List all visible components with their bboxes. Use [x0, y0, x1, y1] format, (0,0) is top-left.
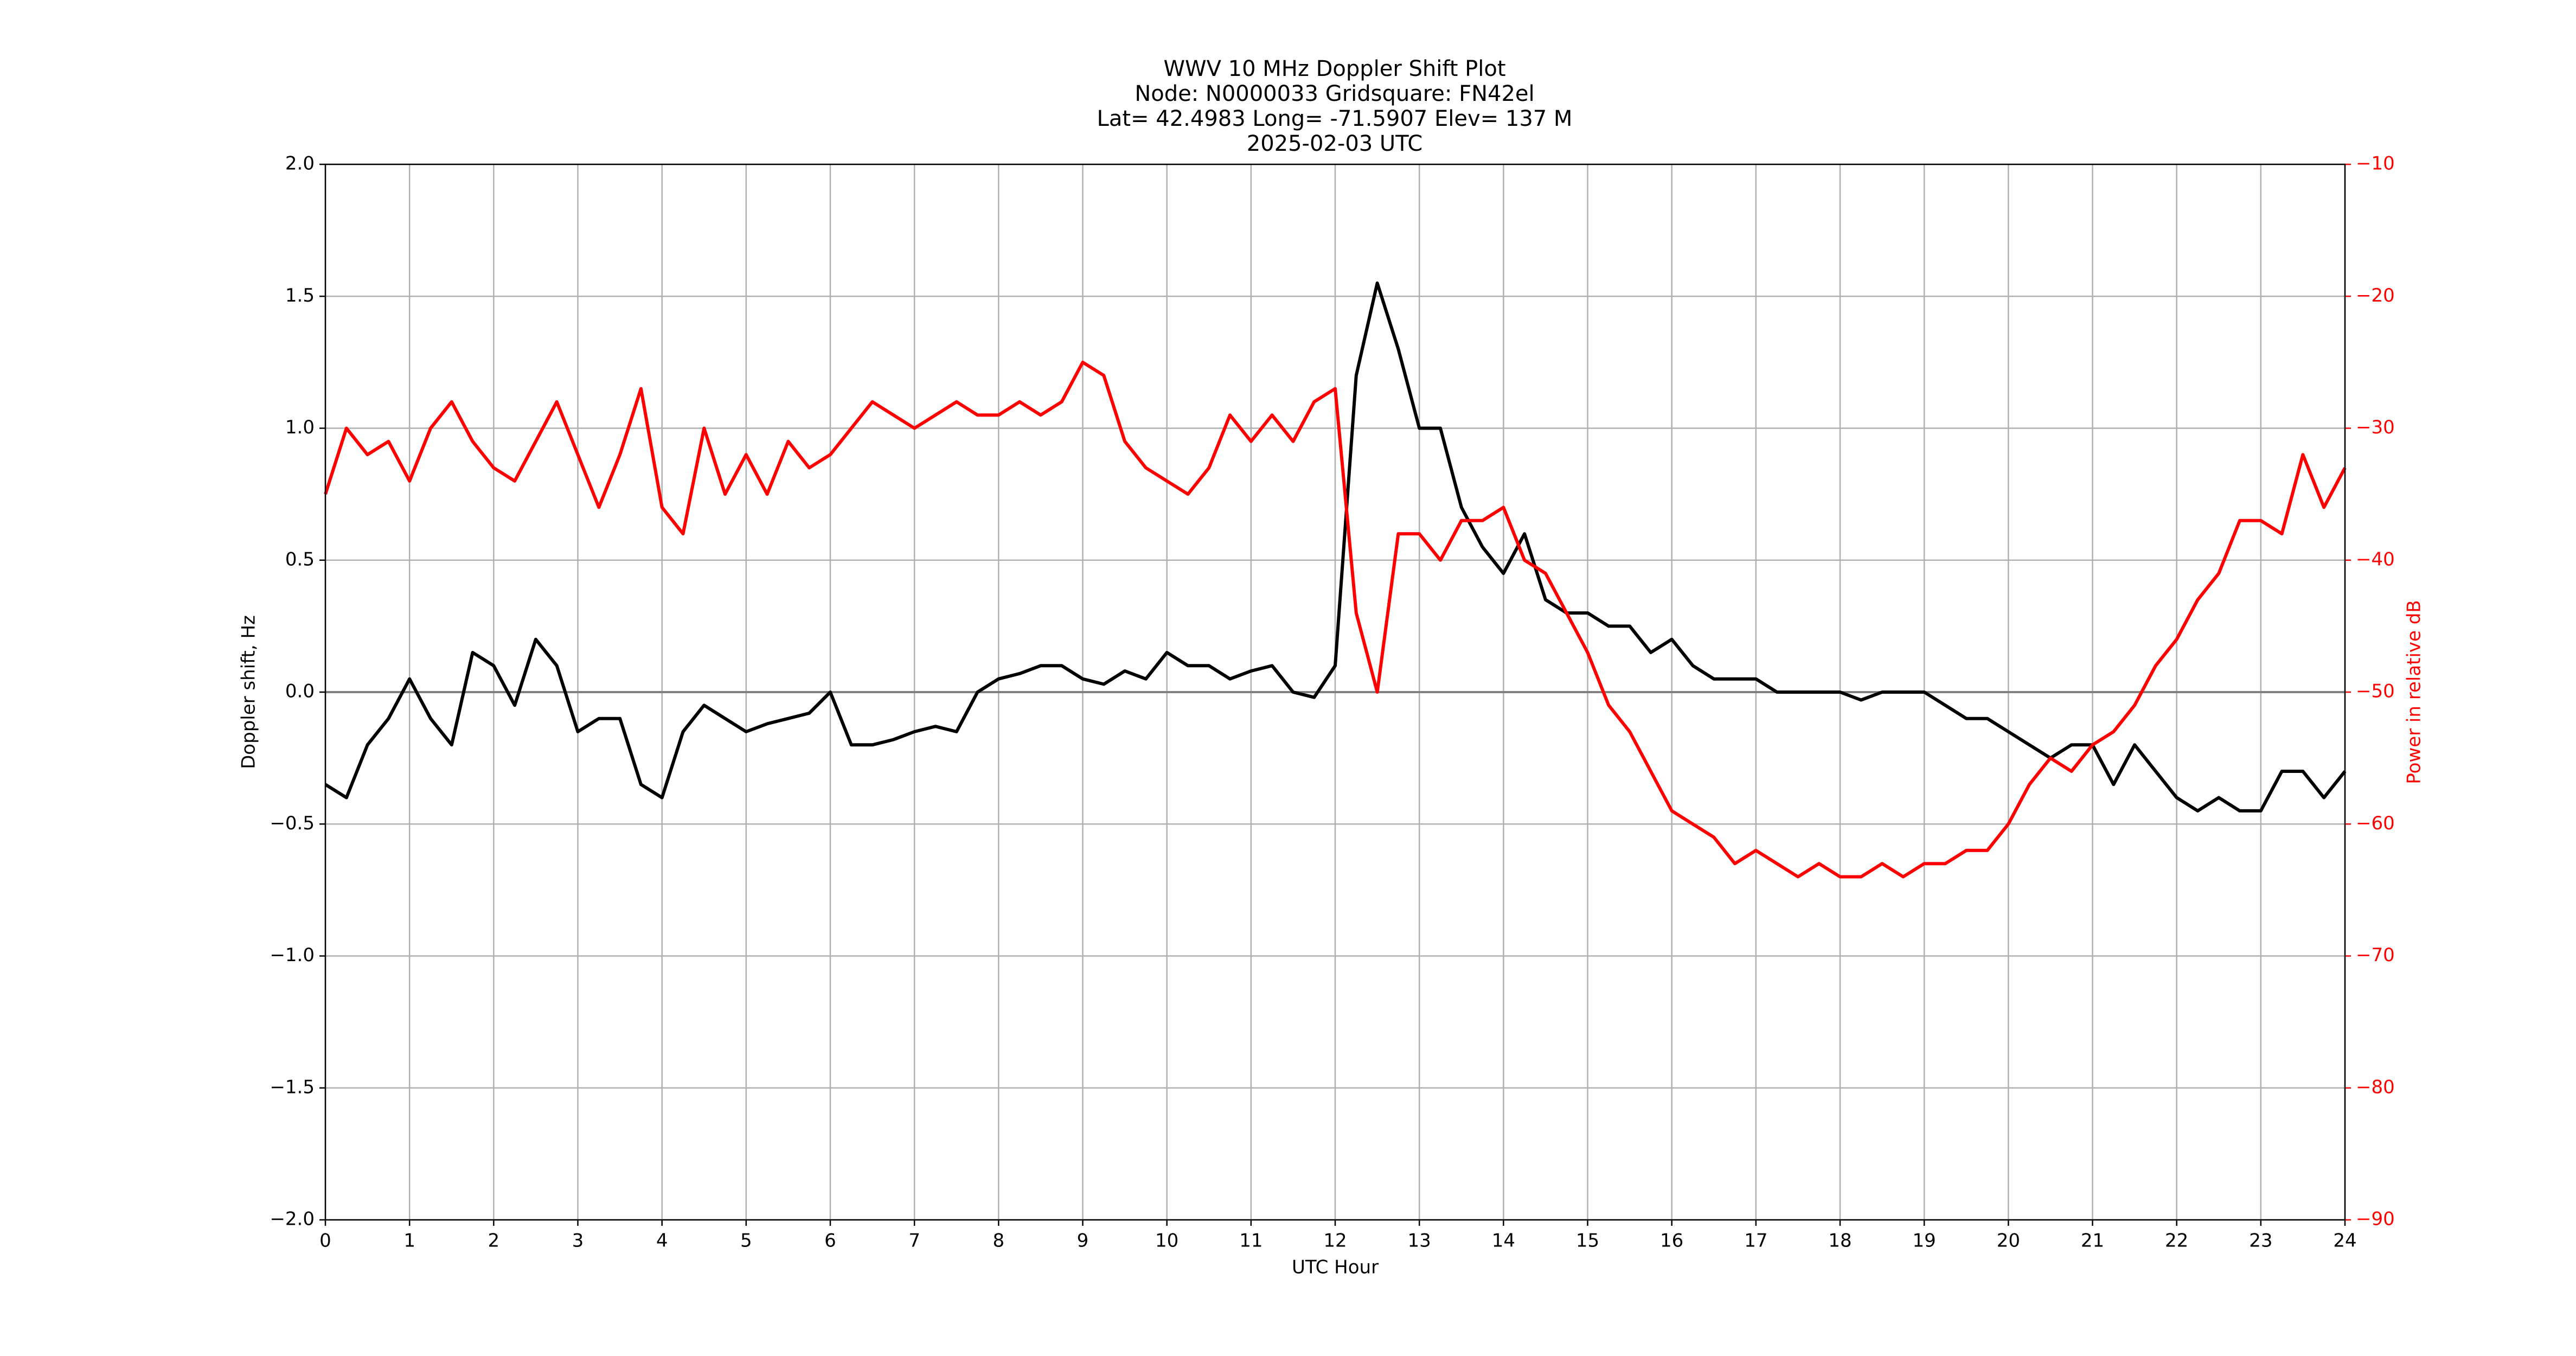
x-tick-label: 17	[1744, 1230, 1767, 1252]
x-tick-label: 10	[1155, 1230, 1178, 1252]
x-tick-label: 8	[993, 1230, 1005, 1252]
x-tick-label: 22	[2165, 1230, 2188, 1252]
chart-title: Node: N0000033 Gridsquare: FN42el	[1135, 81, 1534, 106]
y-axis-label: Doppler shift, Hz	[238, 615, 260, 769]
y-tick-label: −2.0	[270, 1208, 315, 1230]
y-tick-label: 1.0	[285, 417, 315, 438]
plot-frame	[324, 163, 2346, 1221]
series-line	[324, 281, 2347, 813]
chart-title: WWV 10 MHz Doppler Shift Plot	[1163, 56, 1505, 81]
x-tick-label: 6	[824, 1230, 836, 1252]
y2-tick-label: −60	[2356, 813, 2395, 834]
x-tick-label: 9	[1077, 1230, 1089, 1252]
x-tick-label: 3	[572, 1230, 584, 1252]
x-tick-label: 24	[2333, 1230, 2356, 1252]
x-tick-label: 12	[1323, 1230, 1347, 1252]
x-tick-label: 13	[1408, 1230, 1431, 1252]
y2-tick-label: −70	[2356, 944, 2395, 966]
y-tick-label: −0.5	[270, 813, 315, 834]
y2-tick-label: −90	[2356, 1208, 2395, 1230]
x-tick-label: 5	[740, 1230, 752, 1252]
x-tick-label: 15	[1576, 1230, 1599, 1252]
x-tick-label: 21	[2081, 1230, 2104, 1252]
y2-tick-label: −20	[2356, 285, 2395, 306]
x-tick-label: 2	[488, 1230, 500, 1252]
y2-tick-label: −50	[2356, 681, 2395, 702]
y2-tick-label: −30	[2356, 417, 2395, 438]
x-tick-label: 11	[1239, 1230, 1263, 1252]
y-tick-label: 0.5	[285, 548, 315, 570]
series-line	[324, 360, 2347, 879]
y-tick-label: −1.5	[270, 1076, 315, 1098]
x-tick-label: 18	[1828, 1230, 1851, 1252]
x-tick-label: 23	[2249, 1230, 2272, 1252]
y2-axis-label: Power in relative dB	[2404, 600, 2425, 784]
y-tick-label: 1.5	[285, 285, 315, 306]
y2-tick-label: −40	[2356, 548, 2395, 570]
x-tick-label: 19	[1913, 1230, 1936, 1252]
y-tick-label: 0.0	[285, 681, 315, 702]
chart-title: 2025-02-03 UTC	[1247, 131, 1422, 156]
y-tick-label: −1.0	[270, 944, 315, 966]
x-tick-label: 14	[1492, 1230, 1515, 1252]
x-tick-label: 4	[656, 1230, 668, 1252]
x-tick-label: 16	[1660, 1230, 1683, 1252]
y-tick-label: 2.0	[285, 153, 315, 175]
x-tick-label: 7	[908, 1230, 920, 1252]
x-tick-label: 1	[403, 1230, 415, 1252]
x-tick-label: 0	[319, 1230, 331, 1252]
x-axis-label: UTC Hour	[1292, 1257, 1379, 1278]
y2-tick-label: −80	[2356, 1076, 2395, 1098]
chart-title: Lat= 42.4983 Long= -71.5907 Elev= 137 M	[1097, 106, 1573, 131]
x-tick-label: 20	[1997, 1230, 2020, 1252]
y2-tick-label: −10	[2356, 153, 2395, 175]
